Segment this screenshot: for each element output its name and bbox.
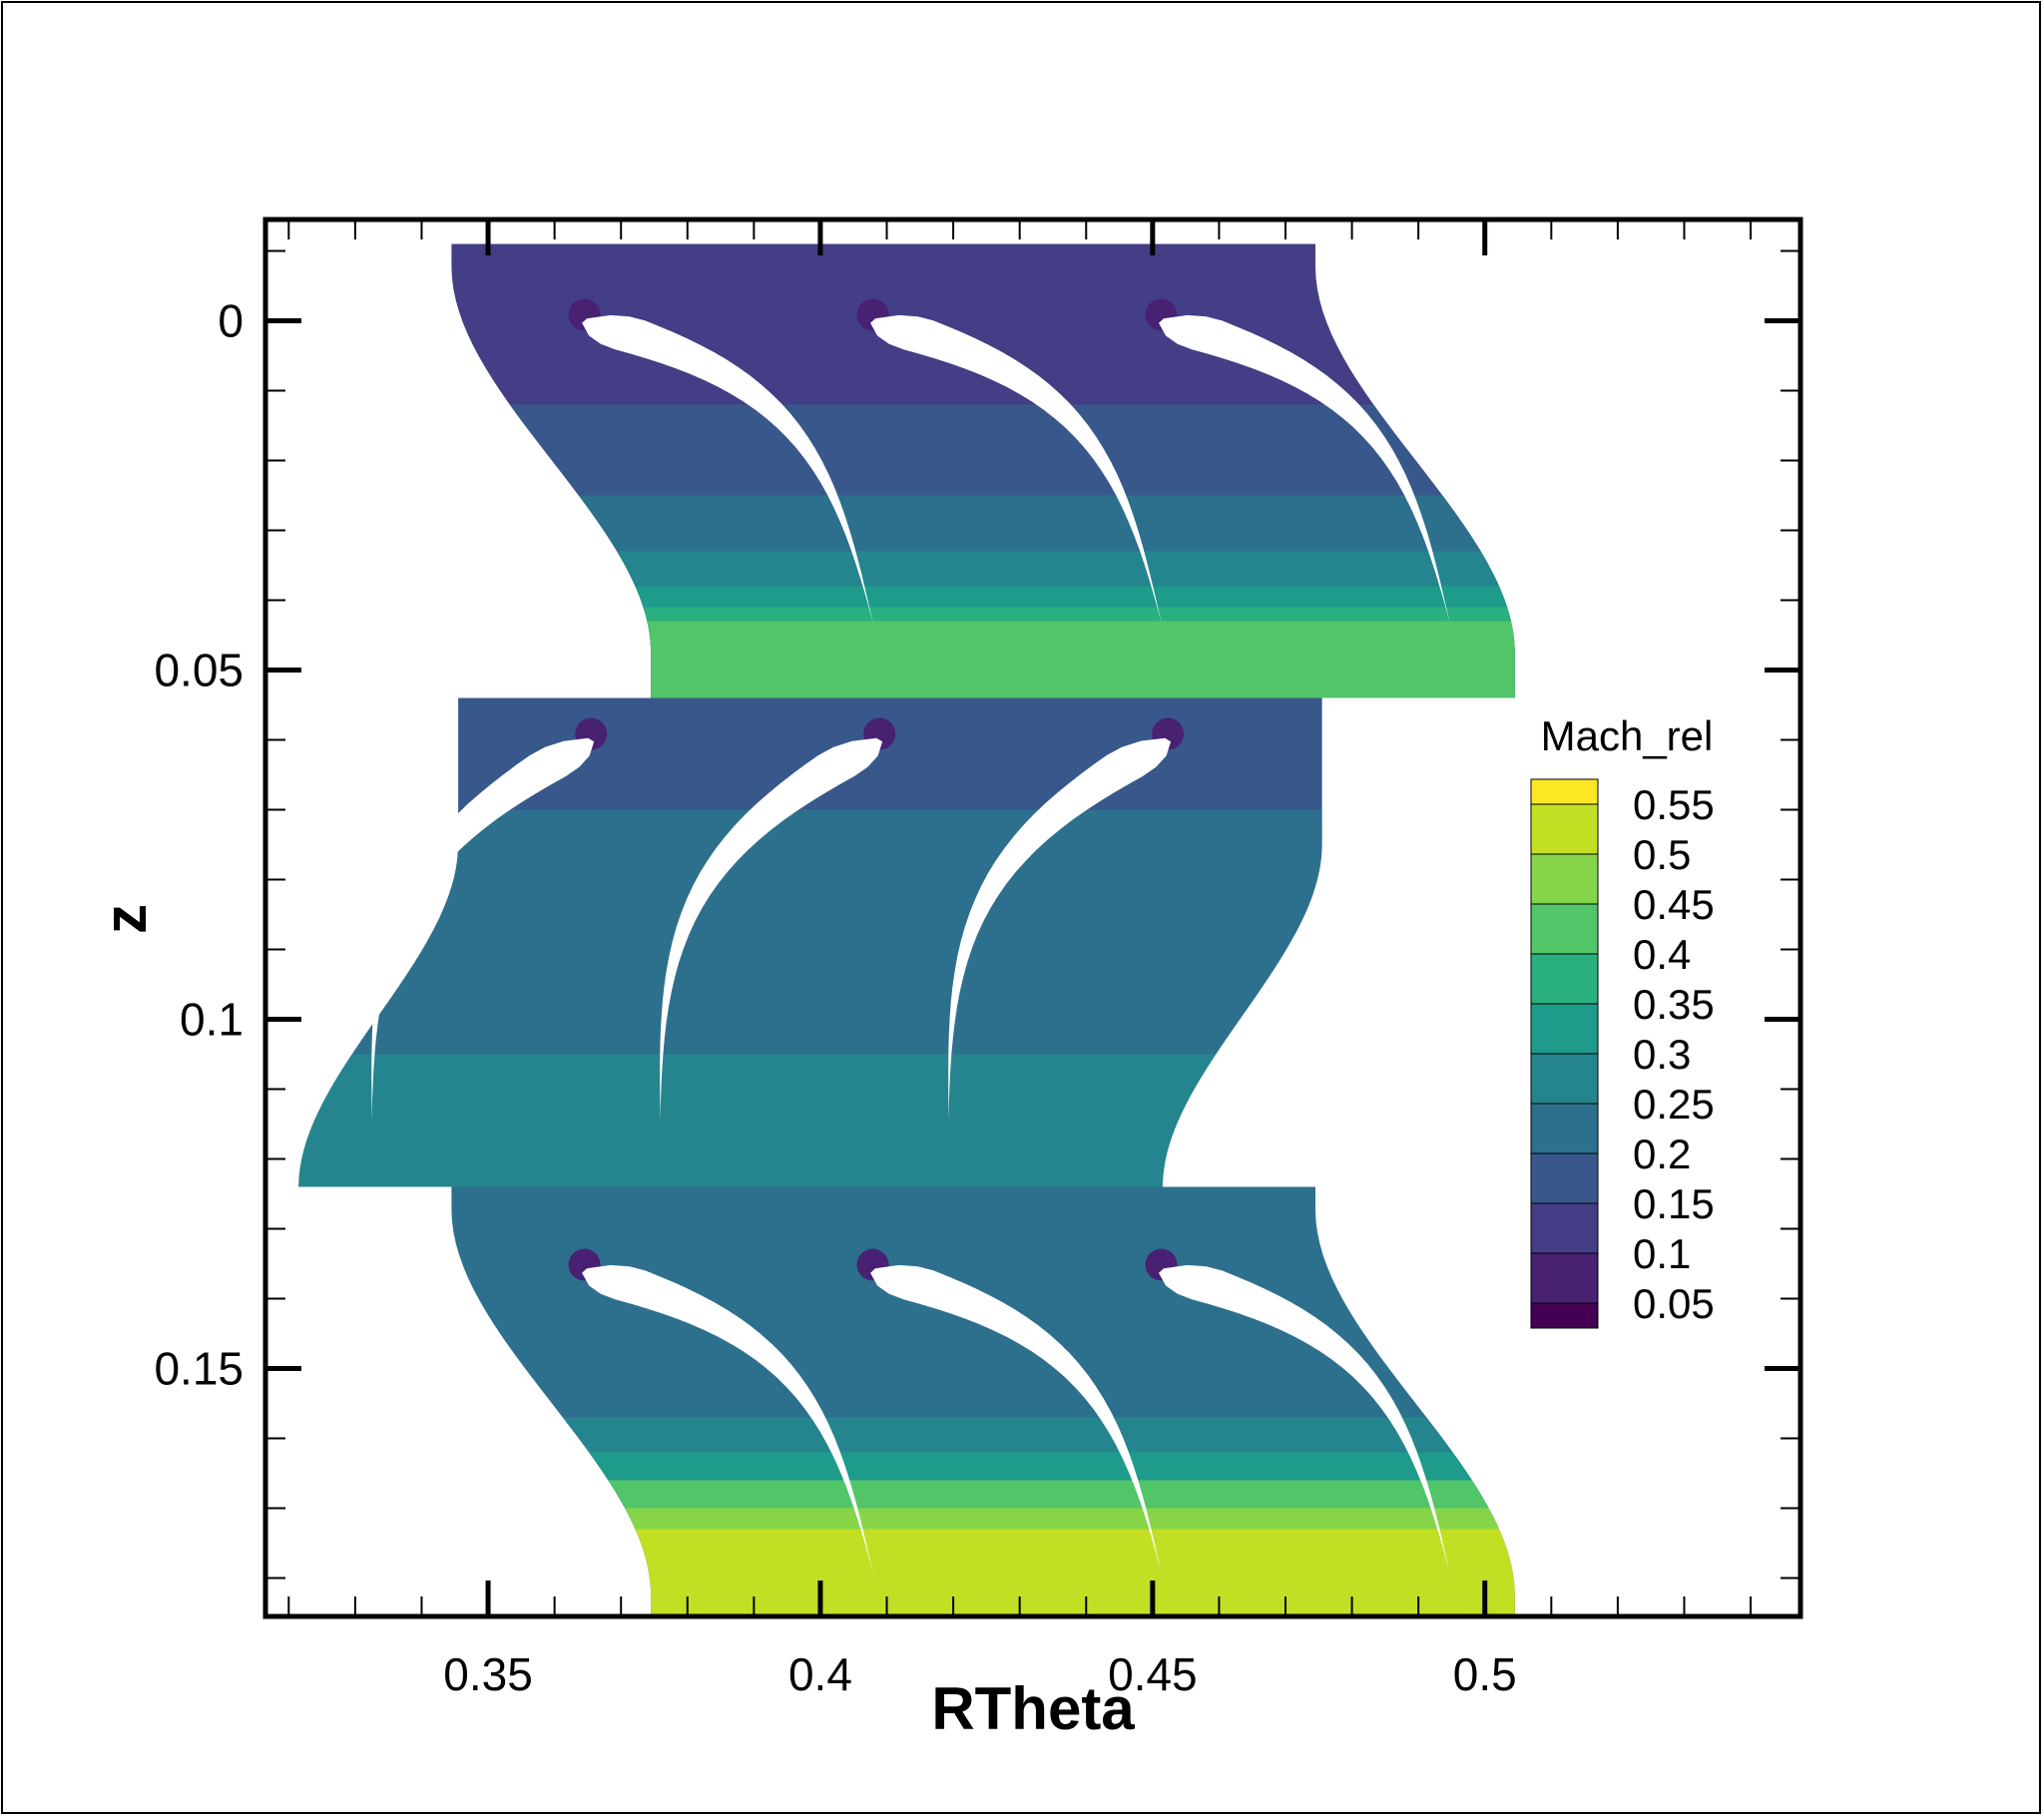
block-middle-band-1 — [298, 1054, 1217, 1187]
blade — [948, 737, 1172, 1121]
x-tick-label: 0.45 — [1108, 1648, 1198, 1700]
legend-swatch — [1530, 953, 1599, 1005]
block-top — [451, 243, 1515, 698]
x-axis-title: RTheta — [931, 1675, 1135, 1742]
block-top-band-5 — [647, 621, 1515, 698]
legend-label: 0.35 — [1633, 981, 1715, 1028]
legend-title: Mach_rel — [1541, 712, 1714, 759]
legend-swatch — [1530, 1202, 1599, 1254]
blade — [660, 737, 883, 1121]
legend-label: 0.5 — [1633, 831, 1691, 878]
legend-label: 0.05 — [1633, 1280, 1715, 1327]
plot-border — [262, 217, 1803, 1619]
blade — [582, 314, 874, 625]
legend-swatch — [1530, 1003, 1599, 1055]
blade — [1159, 1264, 1451, 1575]
legend-label: 0.3 — [1633, 1031, 1691, 1078]
y-tick-label: 0.15 — [154, 1343, 244, 1395]
x-tick-label: 0.5 — [1453, 1648, 1517, 1700]
legend-label: 0.15 — [1633, 1180, 1715, 1227]
x-tick-label: 0.4 — [788, 1648, 852, 1700]
y-tick-label: 0.05 — [154, 645, 244, 696]
legend-label: 0.4 — [1633, 931, 1691, 978]
legend-swatch — [1530, 1152, 1599, 1204]
blade — [1159, 314, 1451, 625]
legend-label: 0.25 — [1633, 1081, 1715, 1128]
legend-swatch — [1530, 1252, 1599, 1304]
blade — [582, 1264, 874, 1575]
ticks: 0.35 0.4 0.45 0.500.050.10.15 — [154, 220, 1800, 1700]
legend-swatch — [1530, 853, 1599, 905]
block-bottom — [451, 1186, 1515, 1616]
axes — [262, 217, 1803, 1619]
block-middle — [298, 697, 1322, 1187]
blade — [371, 737, 595, 1121]
legend-swatch — [1530, 1302, 1599, 1329]
legend-swatch — [1530, 1103, 1599, 1154]
legend-label: 0.2 — [1633, 1131, 1691, 1177]
legend-label: 0.55 — [1633, 781, 1715, 828]
legend-label: 0.45 — [1633, 881, 1715, 928]
legend: Mach_rel 0.550.50.450.40.350.30.250.20.1… — [1530, 712, 1715, 1329]
block-bottom-band-4 — [635, 1529, 1515, 1616]
y-tick-label: 0.1 — [180, 994, 244, 1046]
legend-swatch — [1530, 903, 1599, 955]
legend-label: 0.1 — [1633, 1230, 1691, 1277]
contour-blocks — [298, 243, 1515, 1616]
x-tick-label: 0.35 — [443, 1648, 533, 1700]
blade — [870, 314, 1163, 625]
legend-swatch — [1530, 1053, 1599, 1105]
y-axis-title: z — [92, 904, 159, 934]
blade — [870, 1264, 1163, 1575]
legend-swatch — [1530, 778, 1599, 805]
legend-swatch — [1530, 803, 1599, 855]
y-tick-label: 0 — [218, 295, 244, 347]
